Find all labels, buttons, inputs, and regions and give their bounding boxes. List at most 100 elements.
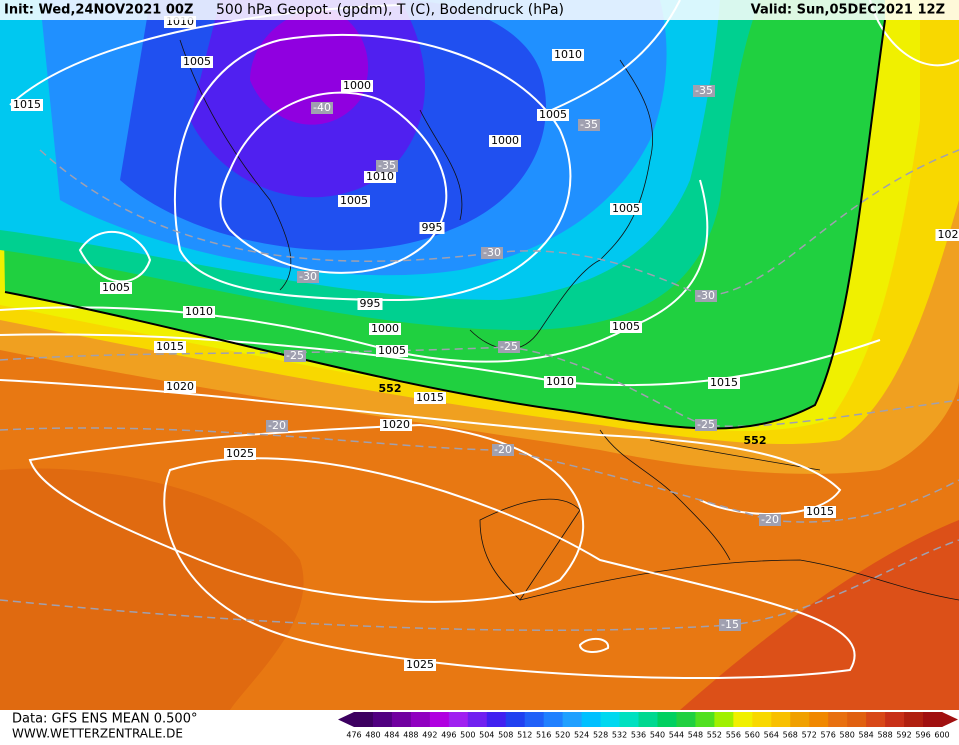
colorbar-label: 592 [896,731,911,740]
temperature-label: -35 [695,84,713,97]
colorbar-swatch [373,712,392,727]
temperature-label: -30 [483,246,501,259]
isobar-label: 995 [422,221,443,234]
isobar-label: 1020 [166,380,194,393]
isobar-label: 1010 [546,375,574,388]
isobar-label: 1010 [554,48,582,61]
colorbar-swatch [809,712,828,727]
colorbar-label: 532 [612,731,627,740]
temperature-label: -30 [299,270,317,283]
isobar-label: 102 [938,228,959,241]
colorbar-swatch [790,712,809,727]
colorbar-swatch [354,712,373,727]
isobar-label: 1005 [340,194,368,207]
isobar-label: 1015 [13,98,41,111]
isobar-label: 995 [360,297,381,310]
colorbar-swatch [601,712,620,727]
colorbar-label: 508 [498,731,513,740]
isobar-label: 1015 [806,505,834,518]
temperature-label: -40 [313,101,331,114]
colorbar-swatch [639,712,658,727]
temperature-label: -20 [761,513,779,526]
colorbar-label: 500 [460,731,475,740]
footer-url: WWW.WETTERZENTRALE.DE [12,727,183,741]
isobar-label: 1005 [102,281,130,294]
temperature-label: -35 [378,159,396,172]
colorbar-swatch [733,712,752,727]
isobar-label: 1015 [710,376,738,389]
colorbar-label: 572 [802,731,817,740]
temperature-label: -20 [494,443,512,456]
colorbar-swatch [904,712,923,727]
colorbar-swatch [525,712,544,727]
temperature-label: -25 [697,418,715,431]
colorbar-label: 488 [403,731,418,740]
colorbar-label: 492 [422,731,437,740]
colorbar-label: 596 [915,731,930,740]
colorbar-swatch [411,712,430,727]
geopotential-label: 552 [744,434,767,447]
isobar-label: 1005 [612,202,640,215]
isobar-label: 1005 [612,320,640,333]
colorbar-label: 556 [726,731,741,740]
geopotential-label: 552 [379,382,402,395]
colorbar-label: 476 [346,731,361,740]
colorbar-swatch [430,712,449,727]
map-title: 500 hPa Geopot. (gpdm), T (C), Bodendruc… [216,2,564,18]
colorbar-label: 484 [384,731,399,740]
colorbar-swatch [449,712,468,727]
temperature-label: -25 [500,340,518,353]
colorbar-swatch [468,712,487,727]
colorbar-label: 536 [631,731,646,740]
temperature-label: -35 [580,118,598,131]
colorbar-label: 528 [593,731,608,740]
colorbar-swatch [506,712,525,727]
colorbar-swatch [657,712,676,727]
isobar-label: 1020 [382,418,410,431]
temperature-label: -25 [286,349,304,362]
isobar-label: 1005 [539,108,567,121]
isobar-label: 1000 [491,134,519,147]
colorbar-label: 496 [441,731,456,740]
colorbar-label: 520 [555,731,570,740]
colorbar-swatch [695,712,714,727]
isobar-label: 1015 [156,340,184,353]
colorbar-label: 504 [479,731,494,740]
isobar-label: 1010 [185,305,213,318]
isobar-label: 1015 [416,391,444,404]
init-text: Init: Wed,24NOV2021 00Z [4,3,193,18]
isobar-label: 1025 [406,658,434,671]
isobar-label: 1000 [371,322,399,335]
colorbar-label: 512 [517,731,532,740]
colorbar-label: 588 [877,731,892,740]
isobar-label: 1005 [183,55,211,68]
colorbar-label: 552 [707,731,722,740]
colorbar-swatch [714,712,733,727]
colorbar-label: 544 [669,731,684,740]
colorbar-label: 516 [536,731,551,740]
colorbar-label: 568 [783,731,798,740]
colorbar-swatch [563,712,582,727]
colorbar-swatch [676,712,695,727]
colorbar-label: 524 [574,731,589,740]
colorbar-label: 576 [821,731,836,740]
temperature-label: -30 [697,289,715,302]
colorbar-swatch [847,712,866,727]
colorbar-label: 600 [934,731,949,740]
colorbar-swatch [828,712,847,727]
colorbar-swatch [582,712,601,727]
colorbar-label: 564 [764,731,779,740]
colorbar-swatch [392,712,411,727]
colorbar-label: 480 [365,731,380,740]
isobar-label: 1005 [378,344,406,357]
colorbar-swatch [866,712,885,727]
colorbar-label: 584 [858,731,873,740]
colorbar-swatch [885,712,904,727]
temperature-label: -20 [268,419,286,432]
isobar-label: 1000 [343,79,371,92]
colorbar-swatch [544,712,563,727]
footer-data: Data: GFS ENS MEAN 0.500° [12,712,197,727]
colorbar-label: 560 [745,731,760,740]
colorbar-swatch [923,712,942,727]
